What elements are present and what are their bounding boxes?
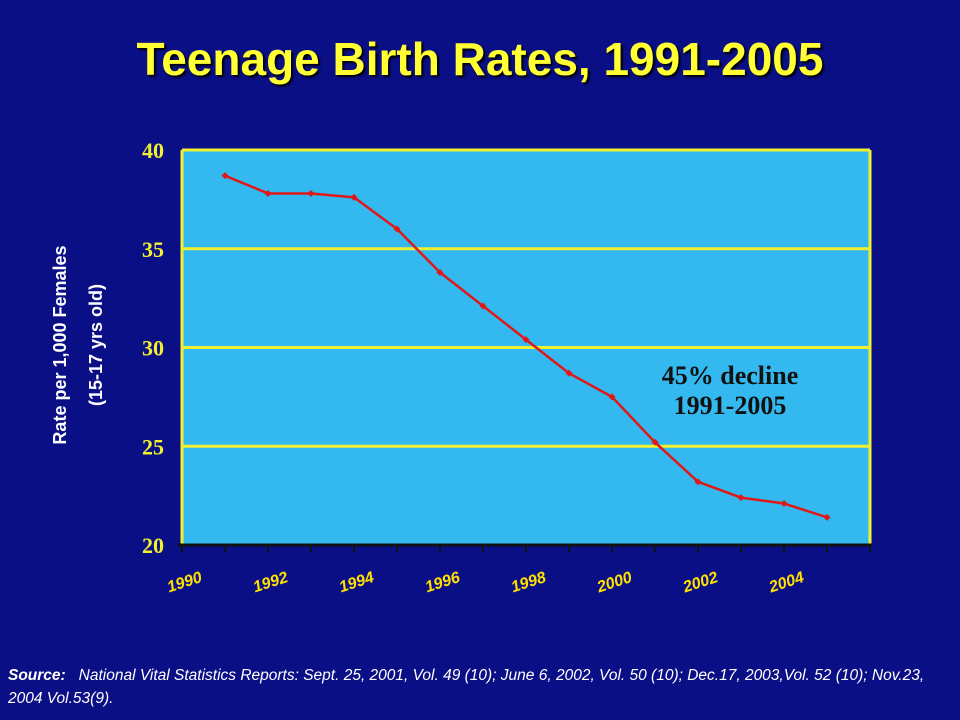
x-tick-label: 1990	[165, 569, 204, 596]
y-tick-label: 25	[142, 434, 164, 459]
source-note: Source: National Vital Statistics Report…	[8, 664, 952, 710]
y-tick-label: 35	[142, 237, 164, 262]
data-point	[823, 513, 831, 521]
data-point	[608, 393, 616, 401]
data-point	[565, 369, 573, 377]
x-tick-label: 2000	[594, 569, 634, 597]
chart-title: Teenage Birth Rates, 1991-2005	[136, 33, 824, 85]
data-point	[694, 478, 702, 486]
x-tick-label: 1996	[423, 569, 462, 596]
data-point	[780, 500, 788, 508]
x-tick-label: 1998	[509, 569, 548, 596]
data-point	[264, 189, 272, 197]
annotation-line: 1991-2005	[674, 391, 787, 420]
y-tick-label: 20	[142, 533, 164, 558]
source-text: National Vital Statistics Reports: Sept.…	[8, 667, 925, 707]
data-point	[479, 302, 487, 310]
data-point	[393, 225, 401, 233]
x-tick-label: 1992	[251, 569, 290, 596]
x-tick-label: 1994	[337, 569, 376, 596]
data-point	[221, 172, 229, 180]
annotation-line: 45% decline	[662, 361, 799, 390]
data-point	[651, 438, 659, 446]
data-point	[350, 193, 358, 201]
x-tick-label: 2002	[680, 569, 720, 597]
source-label: Source:	[8, 667, 66, 684]
data-point	[522, 336, 530, 344]
data-point	[436, 268, 444, 276]
y-tick-label: 30	[142, 336, 164, 361]
data-point	[737, 494, 745, 502]
x-tick-label: 2004	[766, 569, 806, 597]
data-point	[307, 189, 315, 197]
y-tick-label: 40	[142, 138, 164, 163]
